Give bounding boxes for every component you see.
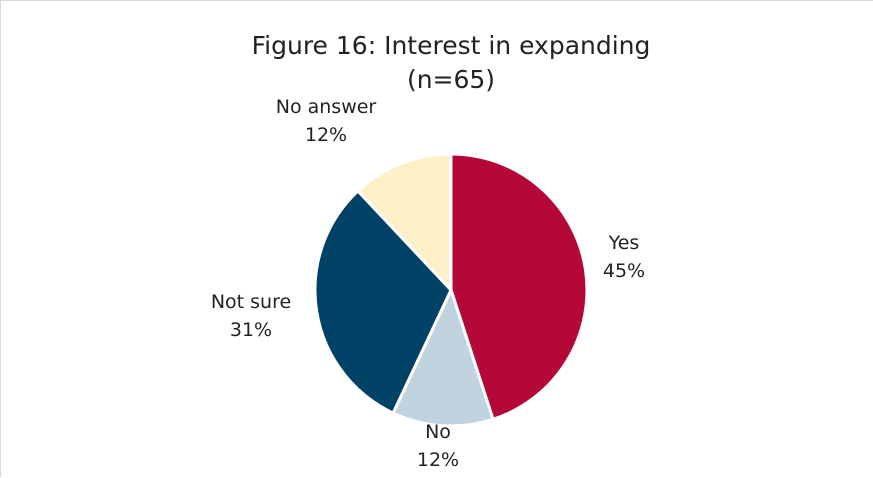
slice-value-not-sure: 31% (230, 319, 272, 341)
pie-slice-not-sure (313, 189, 453, 415)
pie-slice-no-answer (356, 152, 453, 292)
chart-title-text: Figure 16: Interest in expanding (251, 31, 651, 60)
slice-value-no-answer: 12% (305, 124, 347, 146)
slice-label-no: No (425, 421, 451, 443)
slice-label-yes: Yes (608, 232, 640, 254)
slice-value-yes: 45% (603, 260, 645, 282)
slice-value-no: 12% (417, 449, 459, 471)
slice-label-no-answer: No answer (276, 96, 377, 118)
pie-slice-yes (449, 152, 589, 421)
slice-label-not-sure: Not sure (211, 291, 291, 313)
chart-title: Figure 16: Interest in expanding (n=65) (1, 29, 873, 97)
chart-subtitle: (n=65) (406, 65, 496, 94)
pie-slice-no (391, 288, 495, 428)
